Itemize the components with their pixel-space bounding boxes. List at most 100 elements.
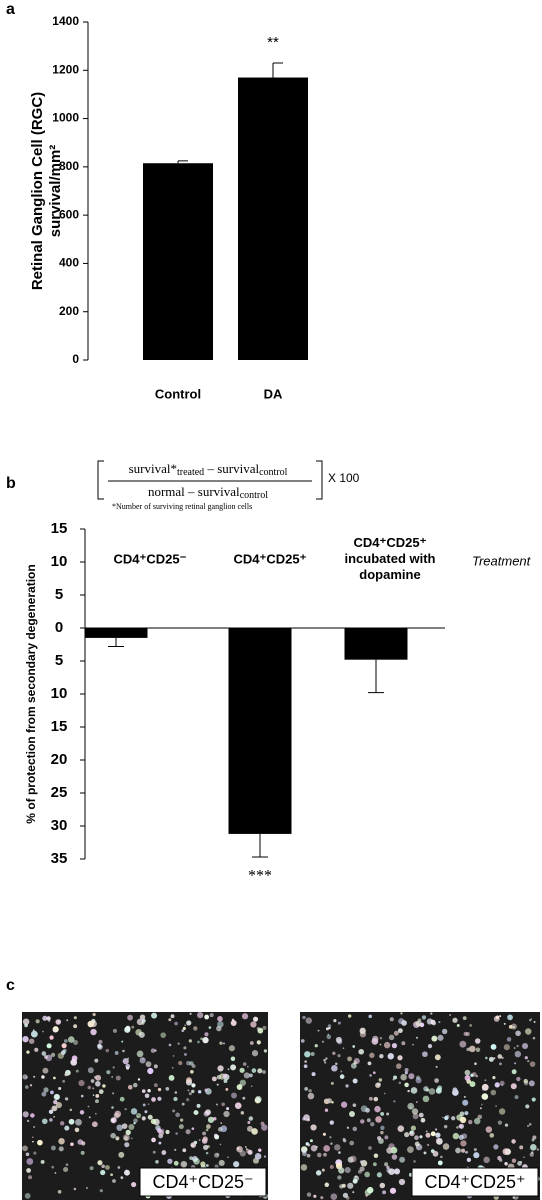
cell [119,1096,125,1102]
cell [102,1084,106,1088]
cell [64,1097,69,1101]
cell [502,1148,510,1156]
cell [469,1024,473,1027]
cell [302,1117,306,1121]
cell [342,1192,349,1198]
cell [178,1124,184,1130]
cell [335,1036,342,1043]
cell [191,1083,196,1088]
cell [452,1132,460,1140]
cell [127,1057,130,1060]
cell [504,1162,508,1166]
cell [177,1042,180,1045]
cell [247,1121,251,1124]
cell [168,1018,172,1022]
cell [317,1152,322,1158]
cell [462,1099,469,1106]
cell [525,1028,532,1035]
cell [471,1072,477,1077]
cell [313,1194,317,1198]
cell [372,1035,379,1042]
cell [523,1156,525,1159]
cell [523,1078,528,1084]
formula-part: control [259,467,288,478]
cell [174,1091,178,1094]
cell [196,1103,201,1108]
cell [340,1070,343,1073]
label-box [139,1167,267,1197]
cell [112,1028,118,1033]
cell [50,1052,56,1057]
cell [32,1140,34,1143]
cell [367,1061,372,1066]
cell [115,1136,120,1141]
cell [114,1110,122,1118]
x-tick-label: Control [155,386,201,401]
cell [459,1116,467,1124]
cell [137,1078,141,1081]
cell [423,1151,427,1155]
cell [248,1116,254,1121]
cell [388,1168,395,1175]
cell [310,1124,317,1131]
cell [422,1051,428,1058]
cell [425,1130,428,1133]
cell [332,1051,336,1055]
cell [42,1015,48,1021]
cell [28,1175,33,1180]
cell [211,1076,217,1082]
cell [442,1143,450,1150]
cell [230,1056,236,1061]
cell [421,1015,427,1020]
cell [466,1157,472,1162]
cell [41,1075,45,1079]
cell [201,1138,208,1144]
cell [528,1080,535,1087]
cell [40,1159,45,1164]
cell [499,1158,503,1162]
cell [438,1021,441,1024]
cell [99,1189,103,1193]
cell [339,1074,345,1079]
cell [306,1192,312,1197]
cell [112,1179,116,1183]
cell [95,1074,102,1081]
cell [458,1134,464,1140]
cell [495,1015,500,1020]
cell [324,1061,327,1064]
cell [527,1124,530,1127]
y-tick-label: 10 [51,553,68,570]
error-bar [252,833,268,858]
cell [87,1105,90,1108]
cell [369,1096,373,1101]
cell [315,1145,318,1149]
cell [207,1116,215,1124]
cell [415,1077,422,1084]
cell [139,1057,146,1064]
cell [386,1165,390,1170]
cell [366,1118,371,1123]
y-tick-label: 1400 [52,14,79,28]
cell [400,1012,403,1015]
cell [410,1125,416,1131]
cell [330,1193,338,1200]
cell [165,1086,170,1091]
cell [193,1110,199,1116]
x-tick-label: CD4⁺CD25⁺ [234,551,307,566]
cell [528,1123,532,1126]
cell [252,1016,259,1022]
cell [50,1090,54,1095]
cell [435,1065,438,1068]
cell [516,1076,521,1082]
cell [513,1047,516,1049]
cell [180,1160,188,1168]
cell [184,1053,187,1056]
cell [506,1037,512,1042]
cell [246,1125,253,1132]
cell [255,1095,262,1103]
cell [53,1076,56,1080]
category-title: Treatment [472,553,532,568]
cell [464,1075,471,1081]
cell [189,1156,193,1160]
cell [482,1088,485,1091]
